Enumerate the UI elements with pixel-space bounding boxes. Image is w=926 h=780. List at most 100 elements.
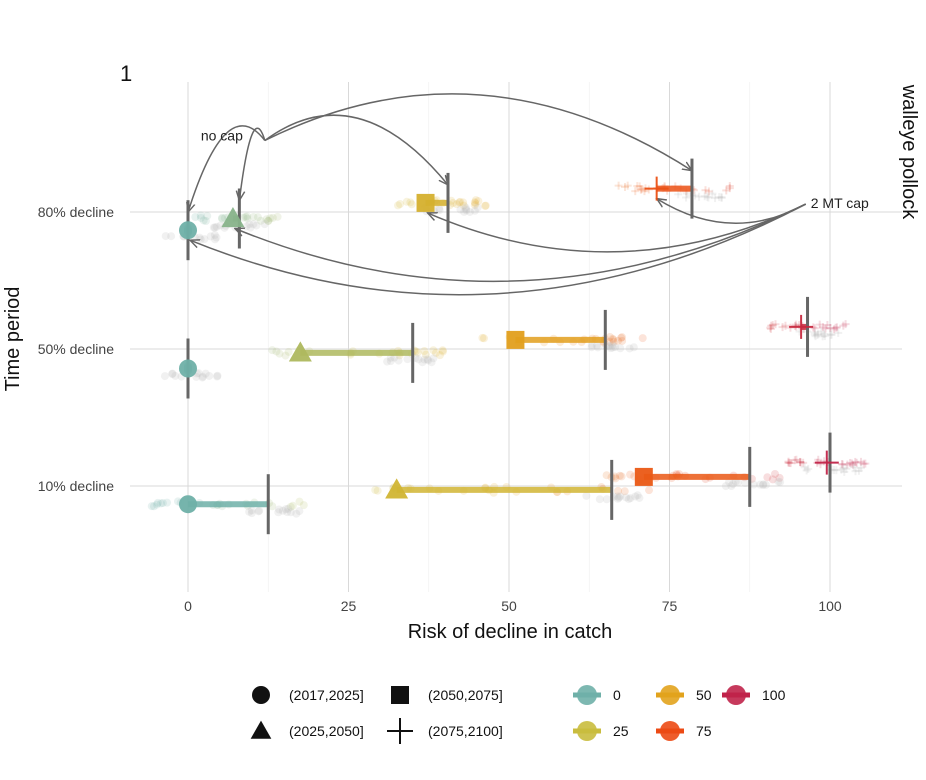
x-tick-label: 50 [501, 598, 517, 614]
nocap-jitter-point [614, 493, 623, 502]
cap-point-plus [644, 176, 669, 201]
cap-jitter-point [402, 197, 411, 206]
nocap-jitter-point [700, 192, 709, 201]
nocap-jitter-point [587, 340, 596, 349]
cap-jitter-point [631, 187, 640, 196]
cap-jitter-point [281, 351, 290, 360]
cap-jitter-point [609, 335, 618, 344]
y-axis-title: Time period [2, 287, 24, 392]
cap-jitter-point [196, 211, 205, 220]
x-tick-label: 100 [818, 598, 842, 614]
arrow-cap [190, 203, 807, 296]
nocap-jitter-point [424, 356, 433, 365]
nocap-jitter-point [210, 223, 219, 232]
nocap-jitter-point [473, 203, 482, 212]
cap-jitter-point [438, 346, 447, 355]
nocap-jitter-point [826, 330, 835, 339]
legend-shape-square: (2050,2075] [391, 686, 503, 704]
nocap-jitter-point [247, 509, 256, 518]
cap-jitter-point [608, 334, 617, 343]
nocap-jitter-point [605, 342, 614, 351]
nocap-jitter-point [462, 206, 471, 215]
nocap-jitter-point [592, 341, 601, 350]
cap-jitter-point [470, 198, 479, 207]
cap-jitter-point [478, 333, 487, 342]
nocap-jitter-point [427, 358, 436, 367]
cap-jitter-point [623, 181, 632, 190]
legend-shape-label: (2075,2100] [428, 723, 503, 739]
nocap-jitter-point [587, 343, 596, 352]
cap-jitter-point [843, 460, 852, 469]
nocap-jitter-point [295, 507, 304, 516]
cap-jitter-point [256, 216, 265, 225]
nocap-jitter-point [212, 233, 221, 242]
cap-jitter-point [455, 198, 464, 207]
nocap-jitter-point [631, 492, 640, 501]
cap-jitter-point [838, 460, 847, 469]
nocap-jitter-point [800, 463, 809, 472]
cap-jitter-point [239, 213, 248, 222]
cap-jitter-point [264, 216, 273, 225]
nocap-jitter-point [708, 189, 717, 198]
cap-jitter-point [614, 486, 623, 495]
cap-jitter-point [810, 324, 819, 333]
nocap-jitter-point [286, 508, 295, 517]
nocap-jitter-point [414, 355, 423, 364]
nocap-jitter-point [161, 232, 170, 241]
cap-jitter-point [839, 321, 848, 330]
cap-jitter-point [821, 324, 830, 333]
nocap-jitter-point [383, 357, 392, 366]
cap-jitter-point [851, 457, 860, 466]
nocap-jitter-point [281, 505, 290, 514]
risk-points [179, 176, 839, 514]
cap-jitter-point [620, 487, 629, 496]
cap-jitter-point [775, 473, 784, 482]
cap-point-circle [179, 495, 197, 514]
nocap-jitter-point [804, 464, 813, 473]
cap-jitter-point [725, 184, 734, 193]
cap-jitter-point [768, 321, 777, 330]
cap-point-triangle [221, 207, 245, 228]
nocap-jitter-point [245, 220, 254, 229]
nocap-jitter-point [776, 478, 785, 487]
cap-jitter-point [459, 198, 468, 207]
cap-jitter-point [456, 197, 465, 206]
cap-jitter-point [199, 216, 208, 225]
legend-shape-key-square [391, 686, 409, 704]
nocap-jitter-point [613, 494, 622, 503]
nocap-jitter-point [856, 464, 865, 473]
cap-jitter-point [241, 212, 250, 221]
cap-jitter-point [638, 334, 647, 343]
cap-jitter-point [635, 182, 644, 191]
nocap-jitter-point [254, 507, 263, 516]
nocap-jitter-point [206, 232, 215, 241]
cap-jitter-point [792, 455, 801, 464]
nocap-jitter-point [827, 330, 836, 339]
nocap-jitter-point [849, 463, 858, 472]
cap-jitter-point [152, 500, 161, 509]
legend-shape-label: (2050,2075] [428, 687, 503, 703]
nocap-jitter-point [213, 371, 222, 380]
nocap-jitter-point [608, 343, 617, 352]
nocap-jitter-point [616, 492, 625, 501]
nocap-jitter-point [834, 328, 843, 337]
nocap-jitter-point [814, 330, 823, 339]
cap-jitter-point [421, 350, 430, 359]
nocap-jitter-point [832, 466, 841, 475]
annotation-arrows [188, 93, 807, 296]
legend-color-label: 100 [762, 687, 786, 703]
cap-jitter-point [846, 458, 855, 467]
y-tick-label: 80% decline [38, 204, 114, 220]
y-tick-label: 50% decline [38, 341, 114, 357]
legend-color-dot [726, 685, 746, 705]
cap-point-square [506, 330, 525, 349]
cap-jitter-point [295, 497, 304, 506]
nocap-jitter-point [616, 344, 625, 353]
cap-jitter-point [614, 181, 623, 190]
nocap-jitter-point [795, 327, 804, 336]
cap-jitter-point [448, 199, 457, 208]
cap-jitter-point [268, 346, 277, 355]
cap-jitter-point [701, 186, 710, 195]
nocap-jitter-point [703, 192, 712, 201]
legend-shape-key-plus [387, 718, 413, 744]
